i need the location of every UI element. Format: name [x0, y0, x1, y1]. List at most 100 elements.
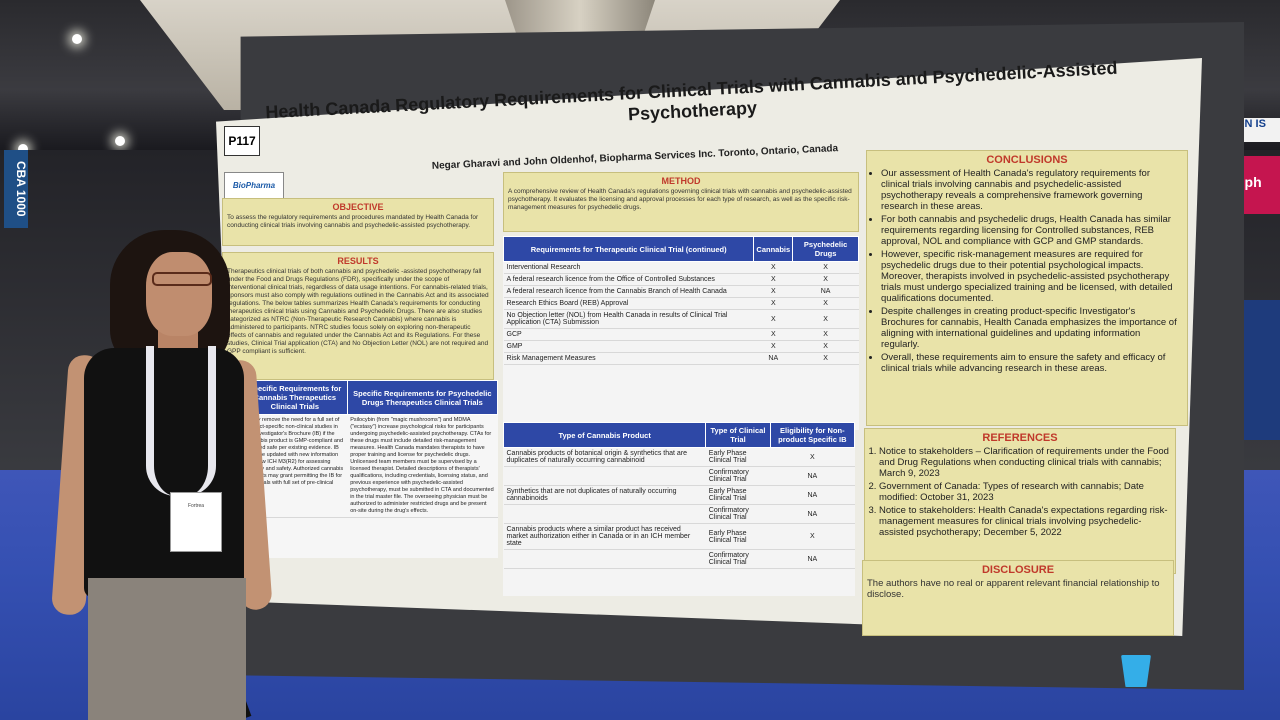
table-header: Specific Requirements for Cannabis Thera… [242, 380, 348, 415]
ceiling-light [72, 34, 82, 44]
method-text: A comprehensive review of Health Canada'… [508, 188, 852, 211]
company-logo: BioPharma [224, 172, 284, 200]
table-header: Type of Clinical Trial [705, 422, 771, 448]
table-row: A federal research licence from the Offi… [503, 273, 859, 286]
table-cell: NA [770, 485, 855, 505]
table-cell: X [753, 340, 793, 353]
table-cell: X [770, 523, 855, 550]
table-cell: X [792, 297, 859, 310]
disclosure-heading: DISCLOSURE [981, 564, 1055, 576]
specific-requirements-table: Specific Requirements for Cannabis Thera… [242, 380, 499, 558]
table-cell: X [753, 273, 793, 286]
table-row: Risk Management Measures NA X [503, 352, 859, 365]
table-cell: Early Phase Clinical Trial [705, 485, 771, 505]
table-header: Type of Cannabis Product [502, 422, 707, 448]
table-cell [503, 504, 706, 524]
table-cell: X [753, 285, 793, 298]
paper-cup [1121, 655, 1151, 687]
results-section: RESULTS Therapeutics clinical trials of … [222, 252, 494, 380]
results-text: Therapeutics clinical trials of both can… [227, 268, 489, 355]
conclusions-list: Our assessment of Health Canada's regula… [867, 166, 1187, 374]
table-header: Psychedelic Drugs [792, 236, 859, 262]
table-cell: NA [753, 352, 793, 365]
table-cell: GCP [503, 328, 754, 341]
list-item: For both cannabis and psychedelic drugs,… [881, 214, 1181, 247]
table-cell [503, 549, 706, 569]
poster-id: P117 [224, 126, 260, 156]
requirements-table: Requirements for Therapeutic Clinical Tr… [502, 236, 859, 430]
table-cell: NA [770, 466, 855, 486]
conclusions-section: CONCLUSIONS Our assessment of Health Can… [866, 150, 1188, 426]
table-cell: X [753, 297, 793, 310]
method-heading: METHOD [661, 176, 701, 186]
table-header: Eligibility for Non-product Specific IB [769, 422, 856, 448]
glasses-icon [152, 272, 212, 286]
conclusions-heading: CONCLUSIONS [986, 154, 1068, 166]
table-cell [503, 466, 706, 486]
table-cell: X [753, 261, 793, 274]
table-cell: Confirmatory Clinical Trial [705, 466, 771, 486]
table-cell: GMP [503, 340, 754, 353]
table-cell: Confirmatory Clinical Trial [705, 504, 771, 524]
table-cell: NA [770, 504, 855, 524]
name-badge: Fortrea [170, 492, 222, 552]
table-header: Requirements for Therapeutic Clinical Tr… [502, 236, 755, 262]
table-cell: Cannabis products of botanical origin & … [503, 447, 706, 467]
table-row: Cannabis products of botanical origin & … [503, 447, 855, 467]
table-cell: Synthetics that are not duplicates of na… [503, 485, 706, 505]
table-row: Confirmatory Clinical Trial NA [503, 504, 855, 524]
list-item: Notice to stakeholders: Health Canada's … [879, 505, 1169, 538]
table-cell: X [753, 309, 793, 329]
table-cell: X [792, 352, 859, 365]
objective-text: To assess the regulatory requirements an… [227, 214, 479, 229]
table-cell: X [792, 273, 859, 286]
table-header: Cannabis [753, 236, 794, 262]
ceiling-light [115, 136, 125, 146]
table-row: A federal research licence from the Cann… [503, 285, 859, 298]
table-cell: NA [770, 549, 855, 569]
table-cell: Confirmatory Clinical Trial [705, 549, 771, 569]
table-cell: Cannabis products where a similar produc… [503, 523, 706, 550]
lanyard [146, 346, 216, 496]
person-pants [88, 578, 246, 720]
table-cell: NA [792, 285, 859, 298]
table-row: No Objection letter (NOL) from Health Ca… [503, 309, 859, 329]
table-cell: X [792, 309, 859, 329]
results-heading: RESULTS [337, 256, 379, 266]
table-cell: X [753, 328, 793, 341]
cannabis-ib-table: Type of Cannabis Product Type of Clinica… [502, 422, 856, 596]
objective-heading: OBJECTIVE [332, 202, 384, 212]
table-cell: Interventional Research [503, 261, 754, 274]
objective-section: OBJECTIVE To assess the regulatory requi… [222, 198, 494, 246]
table-cell: X [792, 328, 859, 341]
table-cell: X [792, 340, 859, 353]
table-row: GCP X X [503, 328, 859, 341]
table-cell: A federal research licence from the Cann… [503, 285, 754, 298]
table-row: GMP X X [503, 340, 859, 353]
table-cell: Risk Management Measures [503, 352, 754, 365]
table-row: Confirmatory Clinical Trial NA [503, 549, 855, 569]
list-item: Overall, these requirements aim to ensur… [881, 352, 1181, 374]
table-row: It may remove the need for a full set of… [242, 414, 498, 518]
table-cell: A federal research licence from the Offi… [503, 273, 754, 286]
table-cell: Research Ethics Board (REB) Approval [503, 297, 754, 310]
left-banner: CBA 1000 [4, 150, 28, 228]
list-item: Notice to stakeholders – Clarification o… [879, 446, 1169, 479]
ceiling-light [18, 144, 28, 154]
table-header: Specific Requirements for Psychedelic Dr… [346, 380, 499, 415]
table-row: Research Ethics Board (REB) Approval X X [503, 297, 859, 310]
table-cell: Early Phase Clinical Trial [705, 523, 771, 550]
table-cell: No Objection letter (NOL) from Health Ca… [503, 309, 754, 329]
references-heading: REFERENCES [982, 432, 1058, 444]
list-item: Despite challenges in creating product-s… [881, 306, 1181, 350]
table-cell: Psilocybin (from "magic mushrooms") and … [347, 414, 498, 518]
table-cell: X [770, 447, 855, 467]
list-item: However, specific risk-management measur… [881, 249, 1181, 304]
disclosure-section: DISCLOSURE The authors have no real or a… [862, 560, 1174, 636]
table-row: Synthetics that are not duplicates of na… [503, 485, 855, 505]
method-section: METHOD A comprehensive review of Health … [503, 172, 859, 232]
list-item: Government of Canada: Types of research … [879, 481, 1169, 503]
table-cell: Early Phase Clinical Trial [705, 447, 771, 467]
table-row: Confirmatory Clinical Trial NA [503, 466, 855, 486]
references-section: REFERENCES Notice to stakeholders – Clar… [864, 428, 1176, 574]
